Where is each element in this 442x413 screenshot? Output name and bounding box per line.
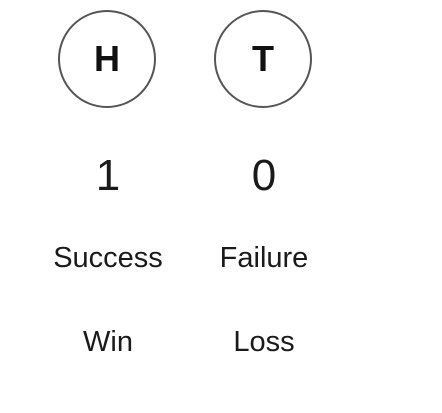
outcome-column-heads: H 1 Success Win	[28, 0, 188, 413]
heads-count: 1	[95, 151, 121, 200]
tails-count: 0	[251, 151, 277, 200]
heads-symbol: H	[94, 38, 120, 79]
heads-result-label: Success	[53, 242, 163, 274]
tails-symbol: T	[252, 38, 274, 79]
heads-meaning-label: Win	[83, 326, 133, 358]
tails-meaning-label: Loss	[233, 326, 295, 358]
outcome-column-tails: T 0 Failure Loss	[184, 0, 344, 413]
heads-coin: H	[58, 10, 156, 108]
tails-coin: T	[214, 10, 312, 108]
tails-result-label: Failure	[219, 242, 309, 274]
